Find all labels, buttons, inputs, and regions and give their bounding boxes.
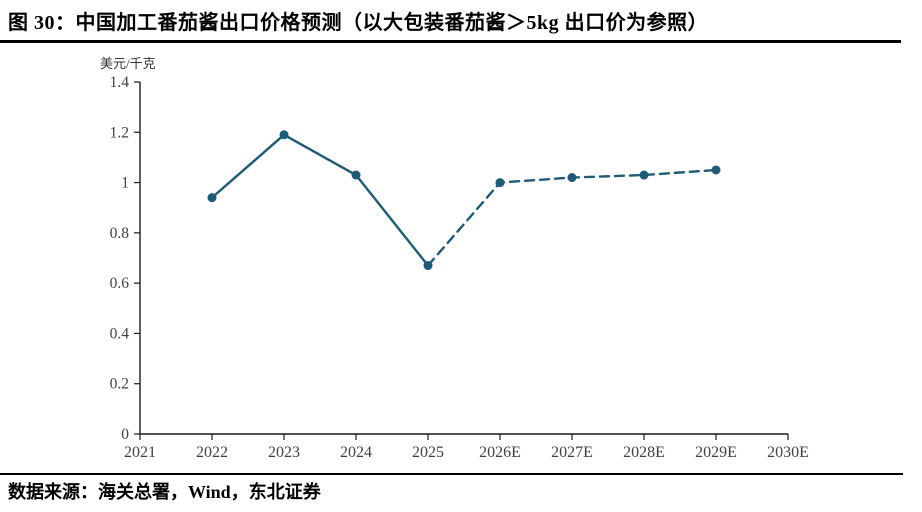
- y-tick-label: 0.4: [110, 325, 130, 342]
- y-tick-label: 0.2: [110, 376, 129, 393]
- data-point-marker: [279, 130, 289, 140]
- y-axis-unit-label: 美元/千克: [100, 56, 156, 71]
- x-tick-label: 2022: [196, 444, 228, 461]
- y-tick-label: 1.4: [110, 74, 130, 91]
- series-line-solid: [210, 133, 430, 267]
- data-point-marker: [711, 165, 721, 175]
- y-tick-label: 0.8: [110, 225, 130, 242]
- x-tick-label: 2030E: [767, 444, 809, 461]
- y-tick-label: 1.2: [110, 124, 129, 141]
- data-point-marker: [207, 193, 217, 203]
- data-point-marker: [351, 170, 361, 180]
- x-tick-label: 2021: [124, 444, 156, 461]
- title-underline-rule: [0, 40, 901, 43]
- x-tick-label: 2026E: [479, 444, 521, 461]
- data-point-marker: [495, 178, 505, 188]
- y-tick-label: 0: [121, 426, 129, 443]
- x-tick-label: 2025: [412, 444, 444, 461]
- y-tick-label: 1: [121, 175, 129, 192]
- series-line-dashed: [426, 168, 718, 267]
- data-point-marker: [639, 170, 649, 180]
- data-point-marker: [567, 173, 577, 183]
- x-tick-label: 2029E: [695, 444, 737, 461]
- source-divider-rule: [0, 473, 903, 475]
- x-tick-label: 2023: [268, 444, 300, 461]
- figure-title: 图 30：中国加工番茄酱出口价格预测（以大包装番茄酱＞5kg 出口价为参照）: [8, 12, 709, 34]
- x-tick-label: 2024: [340, 444, 372, 461]
- y-tick-label: 0.6: [110, 275, 130, 292]
- data-point-marker: [423, 261, 433, 271]
- x-tick-label: 2027E: [551, 444, 593, 461]
- data-source-text: 数据来源：海关总署，Wind，东北证券: [8, 482, 321, 502]
- x-tick-label: 2028E: [623, 444, 665, 461]
